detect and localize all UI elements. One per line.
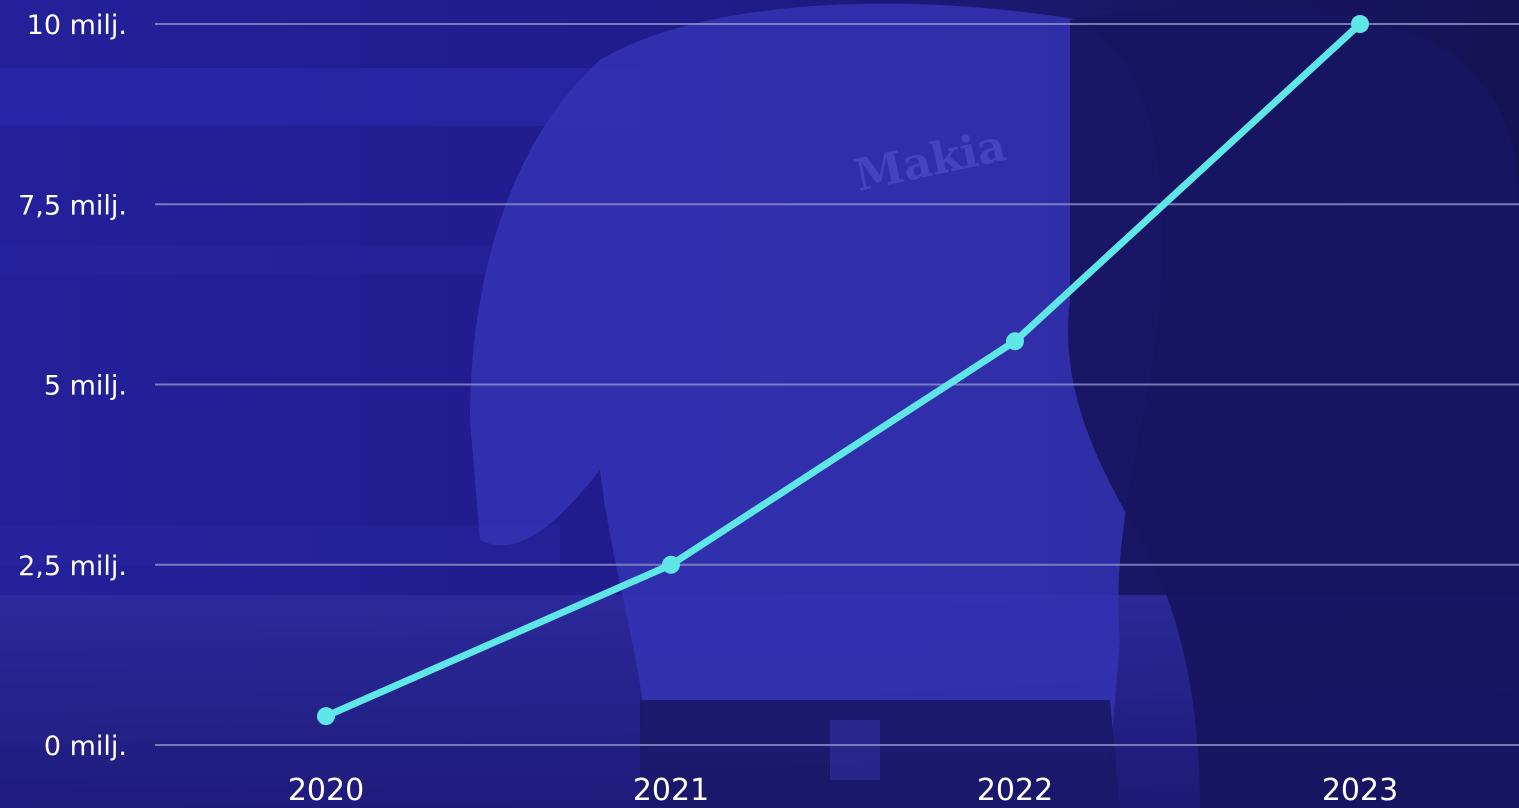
x-tick-label: 2022	[977, 773, 1053, 808]
data-point	[317, 707, 335, 726]
gridlines	[155, 23, 1519, 746]
x-tick-label: 2021	[633, 773, 709, 808]
y-tick-label: 10 milj.	[27, 10, 127, 41]
data-point	[1351, 15, 1369, 33]
y-tick-label: 2,5 milj.	[18, 551, 127, 582]
data-point	[662, 555, 680, 574]
series-line	[322, 20, 1364, 720]
y-tick-label: 0 milj.	[44, 731, 127, 762]
x-axis-ticks: 2020 2021 2022 2023	[288, 773, 1398, 808]
y-tick-label: 7,5 milj.	[18, 190, 127, 221]
y-axis-ticks: 0 milj. 2,5 milj. 5 milj. 7,5 milj. 10 milj.	[18, 10, 127, 762]
data-point	[1006, 332, 1024, 351]
series-layer	[317, 15, 1369, 726]
x-tick-label: 2020	[288, 773, 364, 808]
x-tick-label: 2023	[1322, 773, 1398, 808]
y-tick-label: 5 milj.	[44, 371, 127, 402]
